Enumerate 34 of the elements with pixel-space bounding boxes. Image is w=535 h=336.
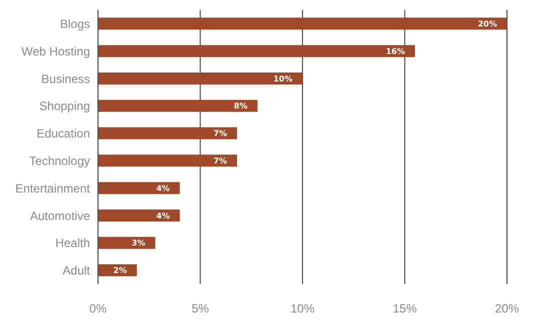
data-label: 16% (386, 46, 405, 56)
bar (98, 100, 258, 112)
y-tick-label: Entertainment (15, 181, 91, 196)
bar (98, 182, 180, 194)
data-label: 20% (478, 20, 497, 29)
x-tick-label: 20% (494, 302, 520, 316)
x-tick-label: 0% (89, 302, 107, 316)
data-label: 7% (213, 129, 228, 138)
data-label: 10% (273, 74, 292, 84)
bar (98, 127, 238, 140)
data-label: 8% (234, 102, 248, 111)
data-label: 2% (113, 266, 127, 276)
data-label: 3% (132, 238, 146, 248)
x-tick-label: 5% (192, 302, 210, 316)
data-label: 4% (156, 184, 170, 193)
bar (98, 209, 180, 222)
y-tick-label: Adult (62, 264, 91, 278)
y-tick-label: Automotive (30, 208, 90, 223)
y-tick-label: Health (55, 236, 90, 250)
data-label: 4% (156, 211, 170, 220)
data-label: 7% (213, 156, 228, 166)
y-tick-label: Education (36, 126, 90, 141)
bar (98, 236, 156, 249)
x-tick-label: 15% (392, 302, 418, 316)
y-tick-label: Shopping (39, 99, 90, 114)
bar (98, 72, 302, 84)
y-tick-label: Web Hosting (22, 44, 90, 58)
y-tick-label: Blogs (60, 16, 90, 31)
x-tick-label: 10% (290, 302, 315, 316)
y-tick-label: Technology (29, 154, 90, 168)
y-tick-label: Business (41, 72, 90, 86)
bar (98, 45, 415, 58)
bar (98, 18, 507, 30)
bar (98, 154, 238, 167)
